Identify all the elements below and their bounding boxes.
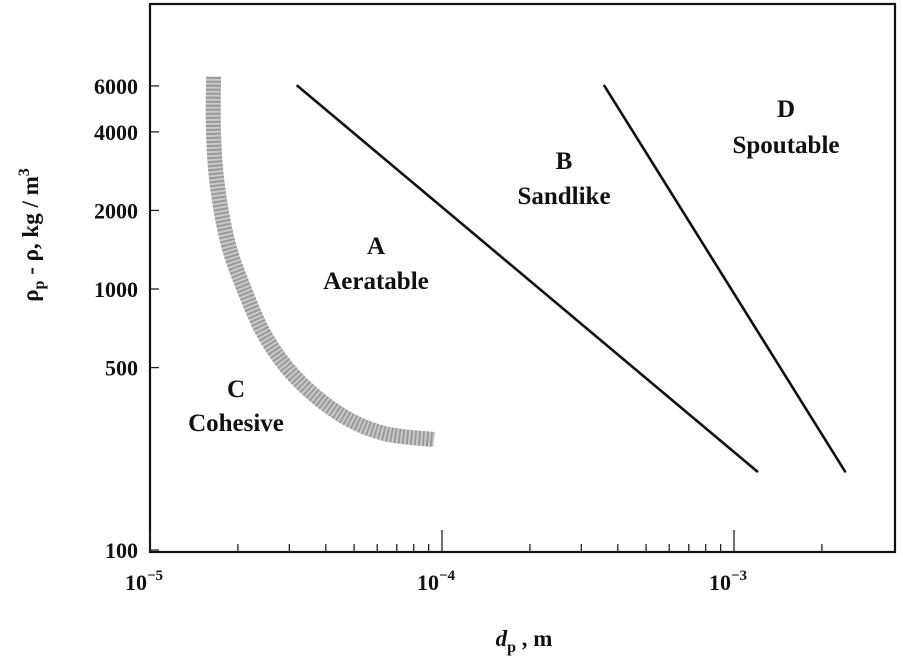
y-tick-label: 4000 — [94, 120, 138, 145]
y-tick-label: 6000 — [94, 74, 138, 99]
x-axis-title-subscript: p — [507, 639, 516, 656]
x-axis-title: dp , m — [496, 626, 553, 656]
x-axis-title-symbol: d — [496, 626, 508, 651]
y-axis-title-mid: - ρ, kg / m — [18, 176, 43, 280]
y-axis-title-superscript: 3 — [16, 168, 33, 176]
y-axis-title: ρp - ρ, kg / m3 — [16, 168, 48, 302]
cohesive-boundary-band-fill — [205, 76, 436, 447]
region-c-label: C Cohesive — [188, 376, 284, 437]
region-letter: B — [556, 148, 573, 175]
y-tick-label: 500 — [105, 356, 138, 381]
y-tick-label: 1000 — [94, 277, 138, 302]
region-a-label: A Aeratable — [323, 233, 429, 295]
region-name: Spoutable — [733, 132, 840, 159]
y-tick-label: 2000 — [94, 198, 138, 223]
cohesive-boundary-band — [205, 76, 436, 447]
x-axis-ticks: 10−5 10−4 10−3 — [125, 530, 747, 595]
x-tick-label: 10−4 — [417, 568, 456, 595]
region-b-label: B Sandlike — [517, 148, 610, 210]
region-d-label: D Spoutable — [733, 96, 840, 159]
region-letter: C — [227, 376, 245, 403]
y-axis-ticks: 100 500 1000 2000 4000 6000 — [94, 74, 159, 563]
region-name: Aeratable — [323, 268, 429, 295]
region-letter: A — [367, 233, 385, 260]
region-name: Sandlike — [517, 183, 610, 210]
x-axis-title-unit: , m — [516, 626, 552, 651]
plot-frame — [148, 2, 897, 554]
sandlike-spoutable-boundary — [603, 84, 847, 473]
region-letter: D — [777, 96, 795, 123]
y-axis-title-rho: ρ — [18, 289, 43, 301]
region-name: Cohesive — [188, 410, 284, 437]
y-axis-title-subscript: p — [31, 280, 48, 289]
minor-ticks — [237, 544, 823, 552]
x-tick-label: 10−3 — [709, 568, 747, 595]
y-tick-label: 100 — [105, 538, 138, 563]
x-tick-label: 10−5 — [125, 568, 163, 595]
aeratable-sandlike-boundary — [296, 84, 759, 473]
